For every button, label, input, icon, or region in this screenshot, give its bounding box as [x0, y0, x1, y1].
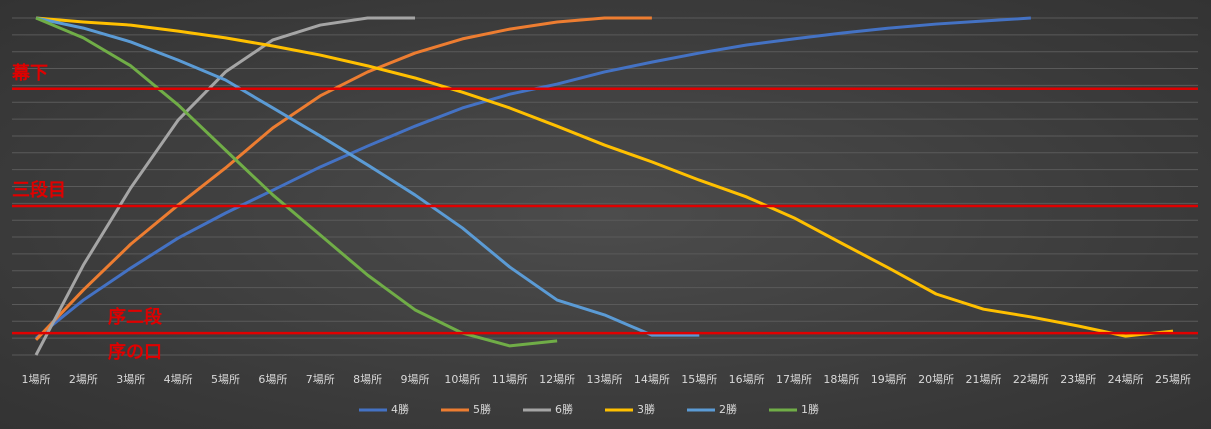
reference-label: 序二段 — [108, 306, 163, 328]
x-tick-label: 6場所 — [258, 373, 287, 386]
x-tick-label: 7場所 — [306, 373, 335, 386]
x-tick-label: 13場所 — [587, 373, 623, 386]
x-tick-label: 14場所 — [634, 373, 670, 386]
legend-label: 1勝 — [801, 402, 819, 416]
x-tick-label: 3場所 — [116, 373, 145, 386]
series-line — [35, 16, 1031, 340]
x-tick-label: 20場所 — [918, 373, 954, 386]
x-tick-label: 12場所 — [539, 373, 575, 386]
x-tick-label: 8場所 — [353, 373, 382, 386]
x-tick-label: 17場所 — [776, 373, 812, 386]
series-line — [34, 16, 652, 341]
reference-label: 幕下 — [11, 63, 48, 84]
reference-label: 序の口 — [108, 341, 162, 363]
x-tick-label: 2場所 — [69, 373, 98, 386]
x-tick-label: 10場所 — [444, 373, 480, 386]
series-line — [35, 16, 700, 337]
series-line — [35, 16, 1174, 338]
x-tick-label: 25場所 — [1155, 373, 1191, 386]
series-line — [34, 16, 415, 356]
x-tick-label: 5場所 — [211, 373, 240, 386]
x-tick-label: 21場所 — [966, 373, 1002, 386]
reference-label: 三段目 — [12, 179, 66, 201]
legend-label: 6勝 — [555, 402, 573, 416]
x-tick-label: 19場所 — [871, 373, 907, 386]
series-line — [35, 16, 558, 348]
legend-label: 4勝 — [391, 402, 409, 416]
x-tick-label: 18場所 — [823, 373, 859, 386]
x-tick-label: 4場所 — [164, 373, 193, 386]
x-tick-label: 22場所 — [1013, 373, 1049, 386]
x-tick-label: 24場所 — [1108, 373, 1144, 386]
x-tick-label: 16場所 — [729, 373, 765, 386]
x-tick-label: 23場所 — [1060, 373, 1096, 386]
x-tick-label: 1場所 — [22, 373, 51, 386]
x-tick-label: 9場所 — [401, 373, 430, 386]
legend-label: 5勝 — [473, 402, 491, 416]
x-tick-label: 15場所 — [681, 373, 717, 386]
x-tick-label: 11場所 — [492, 373, 528, 386]
legend-label: 2勝 — [719, 402, 737, 416]
legend-label: 3勝 — [637, 402, 655, 416]
